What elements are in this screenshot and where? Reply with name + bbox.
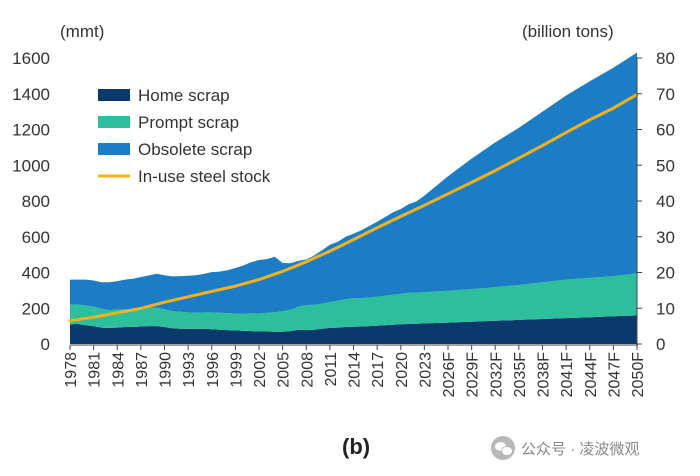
x-tick-label: 2014 [347,352,364,388]
y-right-tick-label: 0 [656,335,665,354]
y-right-tick-label: 30 [656,228,675,247]
area-home-scrap [70,315,637,344]
x-tick-label: 2038F [536,352,553,398]
x-tick-label: 2008 [299,352,316,388]
x-tick-label: 2050F [630,352,647,398]
legend-label: Home scrap [138,86,230,105]
legend-swatch [98,143,130,155]
watermark: 公众号 · 凌波微观 [491,436,639,460]
y-right-tick-label: 80 [656,49,675,68]
y-right-tick-label: 20 [656,264,675,283]
y-left-tick-label: 1400 [12,85,50,104]
y-left-tick-label: 800 [22,192,50,211]
line-in-use-steel-stock [68,93,639,323]
x-tick-label: 2011 [323,352,340,387]
y-left-tick-label: 1200 [12,121,50,140]
area-prompt-scrap [70,273,637,332]
x-tick-label: 2005 [276,352,293,388]
x-tick-label: 1984 [110,352,127,388]
x-tick-label: 2032F [488,352,505,398]
x-tick-label: 1999 [228,352,245,388]
y-left-tick-label: 0 [41,335,50,354]
x-tick-label: 2026F [441,352,458,398]
area-obsolete-scrap [70,52,637,314]
watermark-text: 公众号 · 凌波微观 [521,440,640,458]
legend-label: Prompt scrap [138,113,239,132]
y-left-tick-label: 600 [22,228,50,247]
x-tick-label: 1987 [134,352,151,388]
y-left-tick-label: 400 [22,264,50,283]
left-axis-unit: (mmt) [60,22,105,41]
x-tick-label: 1993 [181,352,198,388]
x-tick-label: 1981 [87,352,104,388]
x-tick-label: 2044F [583,352,600,398]
legend-swatch [98,89,130,101]
x-tick-label: 2035F [512,352,529,398]
x-tick-label: 1996 [205,352,222,388]
x-tick-label: 2023 [417,352,434,388]
legend-label: Obsolete scrap [138,140,252,159]
y-right-tick-label: 60 [656,121,675,140]
x-tick-label: 2017 [370,352,387,388]
x-tick-label: 2020 [394,352,411,388]
x-tick-label: 2047F [606,352,623,398]
y-left-tick-label: 1600 [12,49,50,68]
x-tick-label: 2002 [252,352,269,388]
y-right-tick-label: 50 [656,156,675,175]
y-right-tick-label: 10 [656,299,675,318]
panel-label: (b) [342,434,371,459]
y-right-tick-label: 40 [656,192,675,211]
chat-icon [491,436,515,460]
legend-swatch [98,116,130,128]
legend-label: In-use steel stock [138,167,271,186]
y-left-tick-label: 200 [22,299,50,318]
x-tick-label: 2029F [465,352,482,398]
y-right-tick-label: 70 [656,85,675,104]
x-tick-label: 2041F [559,352,576,398]
y-left-tick-label: 1000 [12,156,50,175]
x-tick-label: 1978 [63,352,80,388]
right-axis-unit: (billion tons) [522,22,614,41]
x-tick-label: 1990 [158,352,175,388]
